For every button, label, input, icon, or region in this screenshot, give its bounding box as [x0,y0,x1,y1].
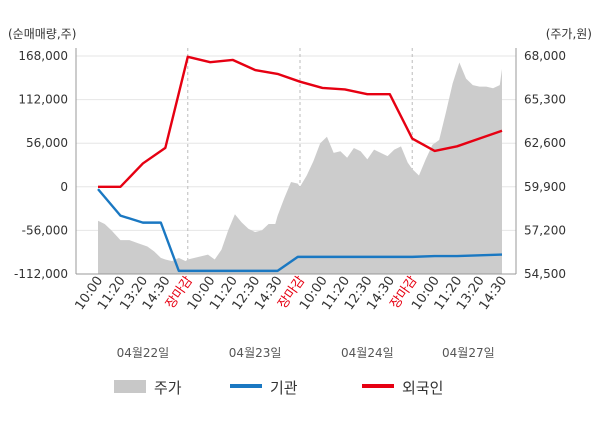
date-label: 04월23일 [229,346,282,360]
flow-lines-layer [97,55,503,273]
left-tick-label: -56,000 [22,223,68,237]
legend-swatch-foreign [362,384,394,388]
left-tick-label: 168,000 [18,49,68,63]
right-axis-unit-label: (주가,원) [546,27,592,41]
legend-label: 기관 [270,379,298,397]
legend-swatch-price [114,380,146,393]
right-tick-label: 65,300 [524,93,566,107]
legend: 주가 기관 외국인 [114,379,443,397]
right-tick-label: 62,600 [524,136,566,150]
legend-label: 주가 [154,379,182,397]
right-tick-label: 54,500 [524,267,566,281]
date-label: 04월24일 [341,346,394,360]
foreign-line [98,55,503,189]
date-label: 04월22일 [117,346,170,360]
price-area-layer [98,62,502,274]
price-area [98,62,502,274]
right-tick-label: 68,000 [524,49,566,63]
left-tick-label: 56,000 [26,136,68,150]
left-tick-label: -112,000 [14,267,68,281]
legend-swatch-institution [230,384,262,388]
left-axis-unit-label: (순매매량,주) [8,27,76,41]
right-tick-label: 59,900 [524,180,566,194]
left-tick-label: 0 [60,180,68,194]
institution-line [97,188,503,273]
date-label: 04월27일 [442,346,495,360]
left-tick-label: 112,000 [18,93,68,107]
right-tick-label: 57,200 [524,223,566,237]
legend-label: 외국인 [402,379,443,397]
